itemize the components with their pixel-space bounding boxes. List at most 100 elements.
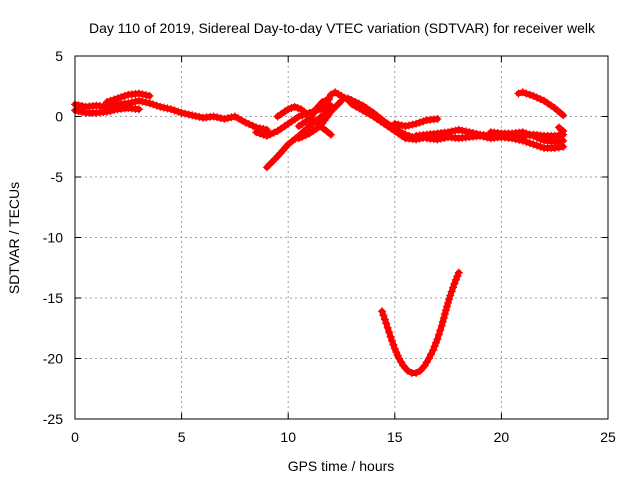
data-point <box>152 101 161 110</box>
data-point <box>134 89 143 98</box>
data-point <box>378 307 387 316</box>
y-tick-label: -15 <box>43 290 63 306</box>
data-point <box>117 93 126 102</box>
x-tick-label: 0 <box>71 429 79 445</box>
data-point <box>451 126 460 135</box>
data-point <box>259 130 268 139</box>
data-point <box>440 133 449 142</box>
data-point <box>266 130 275 139</box>
data-point <box>134 105 143 114</box>
data-point <box>142 98 151 107</box>
data-point <box>536 135 545 144</box>
data-point <box>156 102 165 111</box>
data-point <box>412 369 421 378</box>
data-point <box>405 131 414 140</box>
data-point <box>454 268 463 277</box>
data-point <box>216 114 225 123</box>
data-point <box>518 128 527 137</box>
data-point <box>437 321 446 330</box>
series-track-rise-2 <box>294 96 346 143</box>
data-point <box>522 137 531 146</box>
data-point <box>515 135 524 144</box>
data-point <box>262 131 271 140</box>
data-point <box>427 350 436 359</box>
data-point <box>445 295 454 304</box>
series-track-dip <box>378 268 463 378</box>
data-point <box>385 328 394 337</box>
data-point <box>230 112 239 121</box>
data-point <box>454 125 463 134</box>
data-point <box>163 104 172 113</box>
data-point <box>453 272 462 281</box>
data-point <box>447 287 456 296</box>
data-point <box>188 111 197 120</box>
data-point <box>479 132 488 141</box>
data-point <box>554 137 563 146</box>
x-axis-title: GPS time / hours <box>288 458 395 474</box>
data-point <box>248 121 257 130</box>
x-tick-label: 20 <box>494 429 510 445</box>
y-tick-label: 0 <box>55 109 63 125</box>
data-point <box>559 136 568 145</box>
data-point <box>529 91 538 100</box>
data-point <box>110 106 119 115</box>
data-point <box>294 112 303 121</box>
data-point <box>403 366 412 375</box>
data-point <box>433 335 442 344</box>
series-track-band-late-2 <box>422 131 568 152</box>
data-point <box>522 129 531 138</box>
series-track-peak-2 <box>343 94 421 143</box>
series-track-start-band <box>71 104 143 117</box>
data-point <box>424 354 433 363</box>
data-point <box>387 336 396 345</box>
data-point <box>74 107 83 116</box>
data-point <box>159 103 168 112</box>
data-point <box>380 315 389 324</box>
data-point <box>433 135 442 144</box>
data-point <box>436 134 445 143</box>
y-tick-label: -10 <box>43 230 63 246</box>
data-point <box>429 346 438 355</box>
x-tick-label: 10 <box>280 429 296 445</box>
plot-frame <box>74 55 609 420</box>
data-point <box>450 279 459 288</box>
y-tick-label: 5 <box>55 48 63 64</box>
data-point <box>184 110 193 119</box>
data-point <box>476 131 485 140</box>
data-point <box>227 113 236 122</box>
data-point <box>390 119 399 128</box>
data-point <box>106 106 115 115</box>
data-point <box>355 99 364 108</box>
data-point <box>405 121 414 130</box>
data-point <box>536 142 545 151</box>
data-point <box>397 121 406 130</box>
y-tick-label: -25 <box>43 411 63 427</box>
data-point <box>436 326 445 335</box>
data-point <box>525 90 534 99</box>
data-point <box>131 97 140 106</box>
y-tick-label: -20 <box>43 351 63 367</box>
data-point <box>514 89 523 98</box>
data-point <box>134 96 143 105</box>
data-point <box>529 140 538 149</box>
data-point <box>113 94 122 103</box>
data-point <box>389 340 398 349</box>
data-point <box>458 126 467 135</box>
data-point <box>223 114 232 123</box>
data-point <box>322 127 331 136</box>
data-point <box>145 91 154 100</box>
data-point <box>444 298 453 307</box>
data-point <box>106 96 115 105</box>
series-track-short-15 <box>390 114 442 131</box>
x-tick-label: 25 <box>600 429 616 445</box>
data-point <box>449 283 458 292</box>
data-point <box>213 113 222 122</box>
data-point <box>347 96 356 105</box>
data-point <box>433 114 442 123</box>
data-point <box>294 134 303 143</box>
x-tick-label: 15 <box>387 429 403 445</box>
data-point <box>434 330 443 339</box>
data-point <box>412 119 421 128</box>
data-point <box>559 111 568 120</box>
